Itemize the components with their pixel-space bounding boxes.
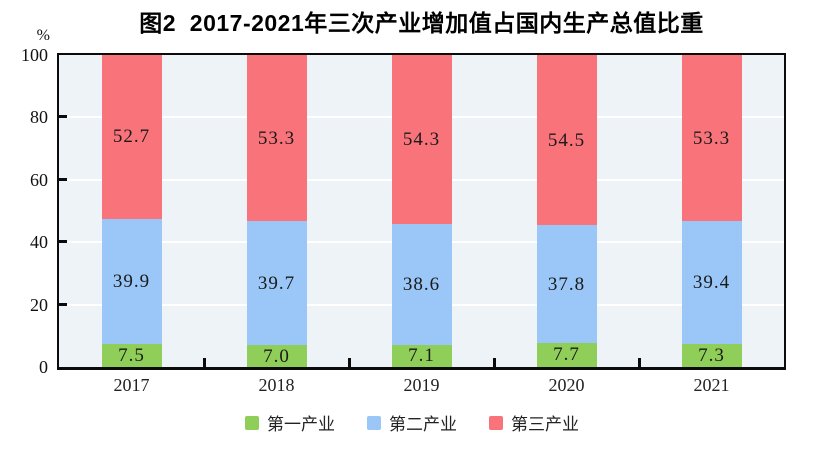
segment-第二产业-2017: 39.9 <box>101 219 162 344</box>
value-label: 7.0 <box>263 345 290 367</box>
value-label: 53.3 <box>257 127 296 149</box>
segment-第一产业-2018: 7.0 <box>246 345 307 367</box>
value-label: 7.1 <box>408 345 435 367</box>
y-axis-tick-labels: 0 20 40 60 80 100 <box>0 0 50 452</box>
value-label: 39.4 <box>692 272 731 294</box>
legend-swatch-icon <box>367 415 381 430</box>
y-axis-label-0: 0 <box>39 357 48 377</box>
stacked-bar-2017: 7.5 39.9 52.7 <box>101 55 162 367</box>
segment-第一产业-2019: 7.1 <box>391 344 452 367</box>
value-label: 54.3 <box>402 129 441 151</box>
segment-第二产业-2021: 39.4 <box>681 221 742 345</box>
plot-area: 7.5 39.9 52.7 7.0 39.7 53.3 7.1 38.6 54.3 7.7 37.8… <box>57 53 786 370</box>
value-label: 38.6 <box>402 274 441 296</box>
segment-第三产业-2019: 54.3 <box>391 55 452 225</box>
value-label: 54.5 <box>547 129 586 151</box>
stacked-bar-2018: 7.0 39.7 53.3 <box>246 55 307 367</box>
value-label: 53.3 <box>692 127 731 149</box>
x-axis-label-2018: 2018 <box>258 375 295 395</box>
segment-第三产业-2017: 52.7 <box>101 55 162 220</box>
bar-slot-2020: 7.7 37.8 54.5 <box>494 55 639 367</box>
y-axis-tick-20 <box>59 302 67 306</box>
x-axis-label-2019: 2019 <box>403 375 440 395</box>
legend-item-第三产业: 第三产业 <box>489 410 579 435</box>
value-label: 39.9 <box>112 270 151 292</box>
y-axis-tick-40 <box>59 240 67 244</box>
value-label: 7.5 <box>118 344 145 366</box>
legend-swatch-icon <box>245 415 259 430</box>
legend-item-第二产业: 第二产业 <box>367 410 457 435</box>
value-label: 52.7 <box>112 126 151 148</box>
x-axis-tick-1 <box>203 358 206 367</box>
y-axis-unit-label: % <box>36 27 50 44</box>
value-label: 7.7 <box>553 344 580 366</box>
segment-第二产业-2018: 39.7 <box>246 221 307 346</box>
x-axis-tick-2 <box>348 358 351 367</box>
plot-inner: 7.5 39.9 52.7 7.0 39.7 53.3 7.1 38.6 54.3 7.7 37.8… <box>59 55 784 367</box>
segment-第一产业-2021: 7.3 <box>681 344 742 367</box>
legend-label: 第三产业 <box>511 415 579 434</box>
stacked-bar-2020: 7.7 37.8 54.5 <box>536 55 597 367</box>
bar-slot-2019: 7.1 38.6 54.3 <box>349 55 494 367</box>
bar-slot-2017: 7.5 39.9 52.7 <box>59 55 204 367</box>
stacked-bar-2019: 7.1 38.6 54.3 <box>391 55 452 367</box>
y-axis-tick-80 <box>59 115 67 119</box>
y-axis-label-100: 100 <box>21 45 48 65</box>
stacked-bar-2021: 7.3 39.4 53.3 <box>681 55 742 367</box>
legend-item-第一产业: 第一产业 <box>245 410 335 435</box>
segment-第三产业-2018: 53.3 <box>246 55 307 222</box>
x-axis-label-2017: 2017 <box>113 375 150 395</box>
x-axis-tick-labels: 2017 2018 2019 2020 2021 <box>59 375 784 396</box>
legend-label: 第二产业 <box>389 415 457 434</box>
legend-swatch-icon <box>489 415 503 430</box>
bar-slot-2021: 7.3 39.4 53.3 <box>639 55 784 367</box>
x-axis-label-2021: 2021 <box>693 375 730 395</box>
value-label: 7.3 <box>698 345 725 367</box>
x-axis-tick-4 <box>638 358 641 367</box>
y-axis-label-60: 60 <box>30 169 48 190</box>
segment-第一产业-2020: 7.7 <box>536 342 597 367</box>
value-label: 37.8 <box>547 273 586 295</box>
x-axis-tick-3 <box>493 358 496 367</box>
legend: 第一产业 第二产业 第三产业 <box>0 410 824 435</box>
segment-第三产业-2021: 53.3 <box>681 55 742 222</box>
bar-slot-2018: 7.0 39.7 53.3 <box>204 55 349 367</box>
y-axis-label-40: 40 <box>30 232 48 253</box>
legend-label: 第一产业 <box>267 415 335 434</box>
value-label: 39.7 <box>257 272 296 294</box>
segment-第二产业-2020: 37.8 <box>536 225 597 343</box>
x-axis-label-2020: 2020 <box>548 375 585 395</box>
segment-第一产业-2017: 7.5 <box>101 343 162 367</box>
y-axis-label-80: 80 <box>30 107 48 128</box>
y-axis-label-20: 20 <box>30 294 48 315</box>
segment-第二产业-2019: 38.6 <box>391 224 452 345</box>
chart-title: 图2 2017-2021年三次产业增加值占国内生产总值比重 <box>139 10 704 36</box>
y-axis-tick-60 <box>59 177 67 181</box>
segment-第三产业-2020: 54.5 <box>536 55 597 226</box>
